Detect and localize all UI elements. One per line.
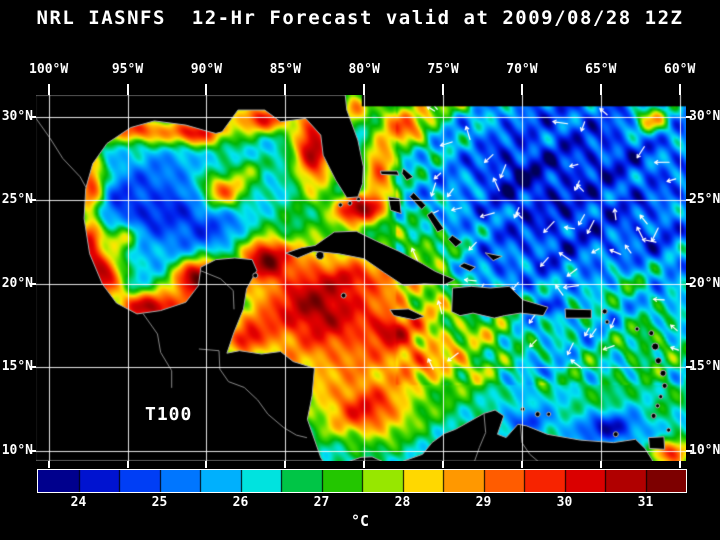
- axis-tick-icon: [205, 461, 208, 468]
- axis-tick-icon: [442, 461, 445, 468]
- colorbar-tick-label: 25: [151, 495, 168, 510]
- lat-tick-label: 30°N: [1, 108, 33, 124]
- figure-title: NRL IASNFS 12-Hr Forecast valid at 2009/…: [36, 7, 684, 29]
- axis-tick-icon: [678, 84, 681, 95]
- lon-tick-label: 95°W: [111, 62, 144, 77]
- lat-tick-label: 15°N: [1, 359, 33, 375]
- axis-tick-icon: [284, 84, 287, 95]
- axis-tick-icon: [30, 449, 36, 452]
- lon-tick-label: 75°W: [427, 62, 459, 77]
- axis-tick-icon: [520, 461, 523, 468]
- lon-tick-label: 100°W: [29, 62, 69, 77]
- lat-tick-label: 20°N: [689, 275, 720, 291]
- lat-tick-label: 25°N: [1, 192, 33, 208]
- axis-tick-icon: [30, 366, 36, 369]
- axis-tick-icon: [47, 461, 50, 468]
- axis-tick-icon: [47, 84, 50, 95]
- lat-tick-label: 25°N: [689, 192, 720, 208]
- colorbar-tick-label: 31: [637, 495, 654, 510]
- axis-tick-icon: [30, 115, 36, 118]
- axis-tick-icon: [520, 84, 523, 95]
- axis-tick-icon: [599, 84, 602, 95]
- axis-tick-icon: [30, 282, 36, 285]
- axis-tick-icon: [30, 199, 36, 202]
- colorbar-tick-label: 30: [556, 495, 573, 510]
- axis-tick-icon: [126, 84, 129, 95]
- axis-tick-icon: [284, 461, 287, 468]
- temperature-map-canvas: [36, 95, 686, 461]
- lat-tick-label: 15°N: [689, 359, 720, 375]
- colorbar-tick-label: 29: [475, 495, 492, 510]
- lat-tick-label: 10°N: [689, 442, 720, 458]
- axis-tick-icon: [126, 461, 129, 468]
- lon-tick-label: 90°W: [190, 62, 223, 77]
- axis-tick-icon: [686, 199, 692, 202]
- axis-tick-icon: [678, 461, 681, 468]
- colorbar-tick-label: 24: [70, 495, 87, 510]
- axis-tick-icon: [686, 366, 692, 369]
- lon-tick-label: 85°W: [269, 62, 301, 77]
- lon-tick-label: 65°W: [585, 62, 617, 77]
- axis-tick-icon: [363, 84, 366, 95]
- lat-tick-label: 30°N: [689, 108, 720, 124]
- colorbar-tick-label: 27: [313, 495, 330, 510]
- axis-tick-icon: [686, 449, 692, 452]
- lon-tick-label: 60°W: [664, 62, 696, 77]
- axis-tick-icon: [205, 84, 208, 95]
- depth-level-label: T100: [145, 404, 193, 425]
- axis-tick-icon: [442, 84, 445, 95]
- colorbar-tick-label: 26: [232, 495, 249, 510]
- lon-tick-label: 70°W: [506, 62, 538, 77]
- axis-tick-icon: [686, 115, 692, 118]
- colorbar-canvas: [37, 469, 687, 493]
- axis-tick-icon: [686, 282, 692, 285]
- lon-tick-label: 80°W: [348, 62, 380, 77]
- colorbar-unit-label: °C: [350, 512, 370, 530]
- colorbar-tick-label: 28: [394, 495, 411, 510]
- axis-tick-icon: [363, 461, 366, 468]
- axis-tick-icon: [599, 461, 602, 468]
- lat-tick-label: 10°N: [1, 442, 33, 458]
- lat-tick-label: 20°N: [1, 275, 33, 291]
